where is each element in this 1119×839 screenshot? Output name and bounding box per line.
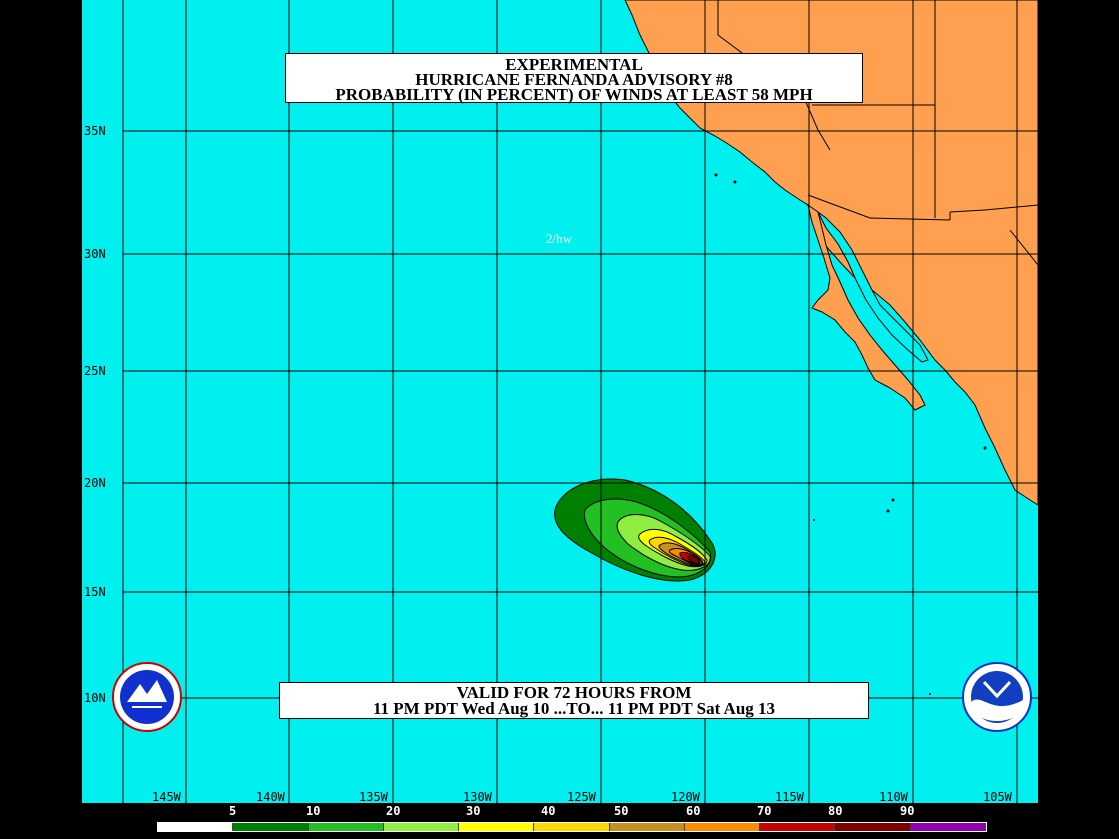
lat-label: 10N bbox=[84, 691, 106, 705]
islands bbox=[714, 173, 987, 695]
lon-label: 105W bbox=[983, 790, 1012, 804]
legend-label: 10 bbox=[306, 804, 321, 818]
legend-swatch bbox=[308, 823, 384, 831]
lon-label: 110W bbox=[879, 790, 908, 804]
title-line-1: EXPERIMENTAL bbox=[505, 55, 643, 74]
lat-lon-grid bbox=[122, 0, 1038, 803]
legend-swatch bbox=[835, 823, 911, 831]
gulf-of-california bbox=[817, 211, 929, 363]
legend-label: 60 bbox=[686, 804, 701, 818]
lon-label: 140W bbox=[256, 790, 285, 804]
legend-swatch bbox=[534, 823, 610, 831]
contour-90 bbox=[687, 555, 700, 564]
valid-period-box: VALID FOR 72 HOURS FROM 11 PM PDT Wed Au… bbox=[279, 682, 869, 719]
legend-label: 40 bbox=[541, 804, 556, 818]
nws-logo-icon bbox=[112, 662, 182, 732]
lat-label: 25N bbox=[84, 364, 106, 378]
valid-line-2: 11 PM PDT Wed Aug 10 ...TO... 11 PM PDT … bbox=[372, 699, 776, 718]
legend-swatch bbox=[158, 823, 234, 831]
lat-label: 35N bbox=[84, 124, 106, 138]
valid-line-1: VALID FOR 72 HOURS FROM bbox=[456, 683, 692, 702]
legend-label: 90 bbox=[900, 804, 915, 818]
lat-label: 15N bbox=[84, 585, 106, 599]
title-line-3: PROBABILITY (IN PERCENT) OF WINDS AT LEA… bbox=[335, 85, 813, 104]
lon-label: 130W bbox=[463, 790, 492, 804]
lon-label: 120W bbox=[671, 790, 700, 804]
legend-swatch bbox=[760, 823, 836, 831]
legend-color-bar bbox=[157, 822, 987, 832]
legend-label: 80 bbox=[828, 804, 843, 818]
legend-swatch bbox=[609, 823, 685, 831]
forecaster-initials: 2/hw bbox=[546, 231, 572, 246]
lon-label: 125W bbox=[567, 790, 596, 804]
legend-label: 20 bbox=[386, 804, 401, 818]
lon-label: 145W bbox=[152, 790, 181, 804]
legend-label: 50 bbox=[614, 804, 629, 818]
lon-label: 135W bbox=[359, 790, 388, 804]
noaa-logo-icon bbox=[962, 662, 1032, 732]
legend-swatch bbox=[383, 823, 460, 831]
title-line-2: HURRICANE FERNANDA ADVISORY #8 bbox=[415, 70, 733, 89]
legend-label: 5 bbox=[229, 804, 237, 818]
title-box: EXPERIMENTAL HURRICANE FERNANDA ADVISORY… bbox=[285, 53, 863, 103]
legend-label: 30 bbox=[466, 804, 481, 818]
lat-label: 20N bbox=[84, 476, 106, 490]
probability-contours bbox=[554, 478, 716, 582]
lon-label: 115W bbox=[775, 790, 804, 804]
legend-swatch bbox=[910, 823, 986, 831]
legend-swatch bbox=[684, 823, 761, 831]
legend-label: 70 bbox=[757, 804, 772, 818]
lat-label: 30N bbox=[84, 247, 106, 261]
legend-swatch bbox=[233, 823, 309, 831]
legend-swatch bbox=[459, 823, 535, 831]
